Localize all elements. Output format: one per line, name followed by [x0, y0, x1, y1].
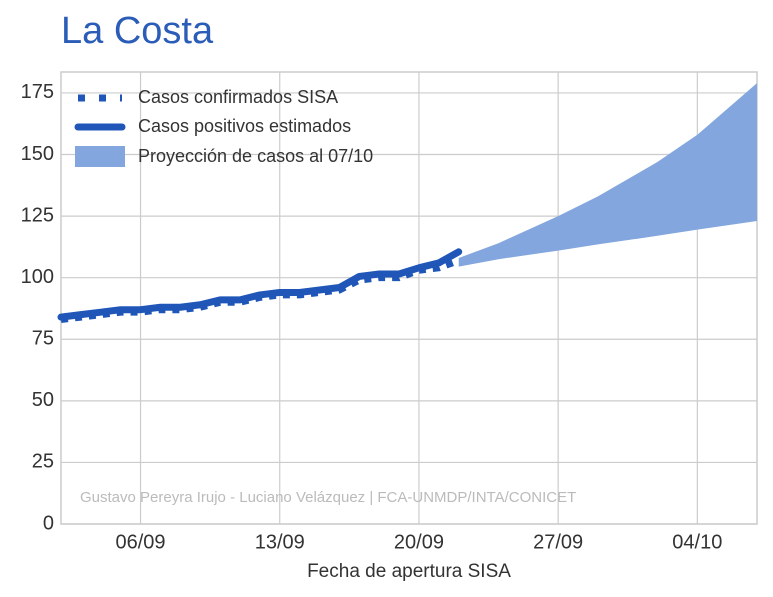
y-tick-label: 100 [21, 266, 54, 288]
x-tick-label: 06/09 [116, 531, 166, 553]
y-tick-label: 175 [21, 81, 54, 103]
x-tick-label: 04/10 [672, 531, 722, 553]
legend-label: Casos positivos estimados [138, 116, 351, 136]
legend-swatch [75, 146, 125, 167]
x-axis-label: Fecha de apertura SISA [307, 561, 511, 582]
projection-band [458, 83, 757, 267]
y-tick-label: 150 [21, 143, 54, 165]
plot-area [60, 71, 758, 525]
y-tick-label: 75 [32, 328, 54, 350]
x-tick-label: 13/09 [255, 531, 305, 553]
legend: Casos confirmados SISA Casos positivos es… [74, 87, 373, 167]
y-tick-label: 0 [43, 512, 54, 534]
estimated-line [57, 248, 463, 321]
y-tick-label: 50 [32, 389, 54, 411]
x-tick-label: 20/09 [394, 531, 444, 553]
annotation: Gustavo Pereyra Irujo - Luciano Velázque… [80, 489, 576, 506]
y-tick-label: 25 [32, 451, 54, 473]
chart-title: La Costa [61, 10, 214, 52]
legend-label: Casos confirmados SISA [138, 87, 338, 107]
legend-label: Proyección de casos al 07/10 [138, 146, 373, 166]
y-tick-label: 125 [21, 204, 54, 226]
x-tick-label: 27/09 [533, 531, 583, 553]
